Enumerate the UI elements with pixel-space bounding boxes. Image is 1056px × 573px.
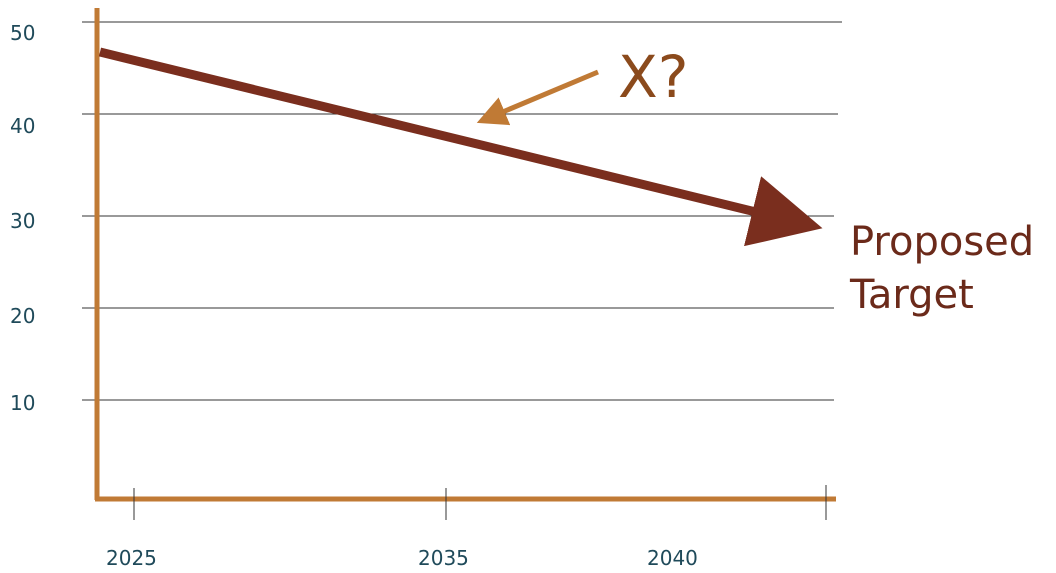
x-tick-label: 2040 [647,546,698,570]
y-axis-labels: 50 40 30 20 10 [10,21,35,415]
axes [94,8,836,520]
pointer-arrow [476,69,599,126]
grid [82,21,842,401]
y-tick-label: 20 [10,304,35,328]
proposed-target-label-line2: Target [849,272,974,318]
x-tick-label: 2025 [106,546,157,570]
y-tick-label: 10 [10,391,35,415]
y-tick-label: 30 [10,209,35,233]
x-tick-label: 2035 [418,546,469,570]
x-axis-labels: 2025 2035 2040 [106,546,698,570]
y-tick-label: 50 [10,21,35,45]
trend-line [98,47,823,247]
proposed-target-label-line1: Proposed [850,219,1034,265]
y-tick-label: 40 [10,114,35,138]
question-annotation: X? [618,43,689,111]
